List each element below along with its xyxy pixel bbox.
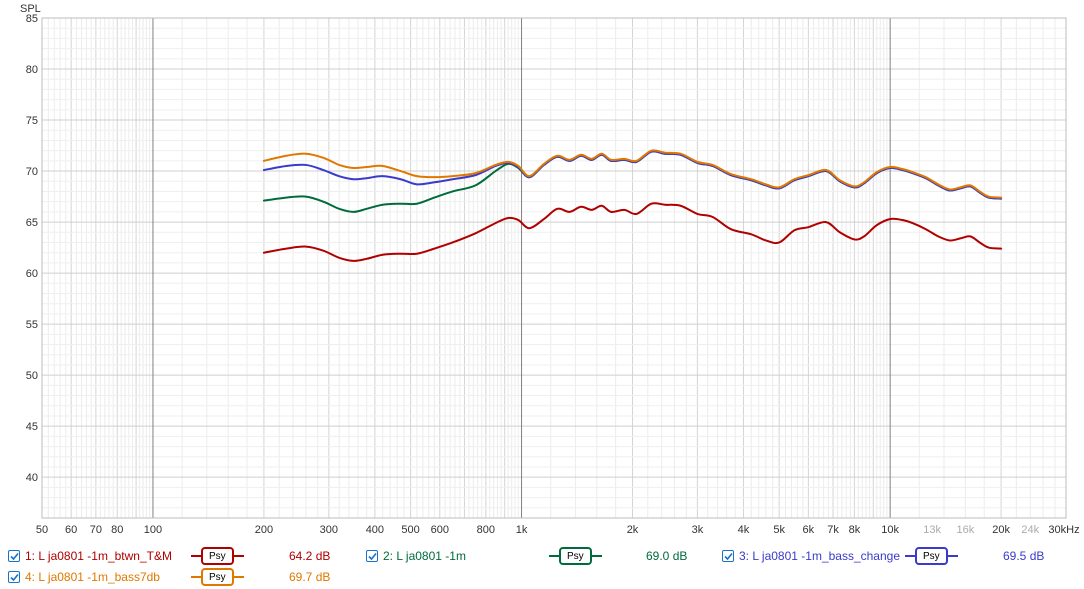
series-name: 4: L ja0801 -1m_bass7db [25,570,160,584]
legend-item: 3: L ja0801 -1m_bass_change [722,546,900,566]
checkmark-icon [723,552,733,560]
legend-item: 4: L ja0801 -1m_bass7db [8,567,160,587]
y-tick-label: 80 [26,64,38,76]
x-tick-label: 3k [692,524,704,536]
x-axis-ticks: 50 60 70 80 100 200 300 400 500 600 800 1k 2k 3k 4k 5k 6… [36,524,1080,536]
x-tick-label: 5k [773,524,785,536]
psy-label: Psy [201,568,234,586]
y-tick-label: 85 [26,13,38,25]
x-tick-label: 500 [401,524,419,536]
x-tick-label: 600 [431,524,449,536]
series-value: 69.7 dB [289,570,331,584]
y-axis-label: SPL [20,3,41,15]
legend-item: 1: L ja0801 -1m_btwn_T&M [8,546,172,566]
psy-button[interactable]: Psy [191,546,244,566]
y-axis-ticks: 40 45 50 55 60 65 70 75 80 85 [26,13,38,484]
psy-button[interactable]: Psy [549,546,602,566]
series-line [262,149,1003,199]
y-tick-label: 50 [26,370,38,382]
series-name: 2: L ja0801 -1m [383,549,466,563]
x-tick-label: 16k [956,524,974,536]
x-tick-label: 4k [738,524,750,536]
x-tick-label: 30kHz [1048,524,1079,536]
x-tick-label: 24k [1021,524,1039,536]
y-tick-label: 70 [26,166,38,178]
series-value: 69.5 dB [1003,549,1045,563]
x-tick-label: 8k [849,524,861,536]
x-tick-label: 1k [516,524,528,536]
x-tick-label: 60 [65,524,77,536]
y-tick-label: 40 [26,472,38,484]
x-tick-label: 50 [36,524,48,536]
y-tick-label: 60 [26,268,38,280]
x-tick-label: 20k [992,524,1010,536]
x-tick-label: 100 [144,524,162,536]
x-tick-label: 300 [320,524,338,536]
x-tick-label: 800 [477,524,495,536]
series-checkbox[interactable] [366,550,378,562]
plot-area [42,18,1066,518]
psy-button[interactable]: Psy [191,567,244,587]
x-tick-label: 6k [803,524,815,536]
minor-grid [42,17,1066,519]
series-name: 3: L ja0801 -1m_bass_change [739,549,901,563]
y-tick-label: 65 [26,217,38,229]
x-tick-label: 80 [111,524,123,536]
series-layer [262,149,1003,262]
x-tick-label: 7k [827,524,839,536]
y-tick-label: 75 [26,115,38,127]
x-tick-label: 400 [366,524,384,536]
series-name: 1: L ja0801 -1m_btwn_T&M [25,549,172,563]
plot-frame [41,17,1067,519]
x-tick-label: 200 [255,524,273,536]
psy-label: Psy [559,547,592,565]
series-checkbox[interactable] [8,571,20,583]
checkmark-icon [9,552,19,560]
psy-button[interactable]: Psy [905,546,958,566]
checkmark-icon [9,573,19,581]
legend: 1: L ja0801 -1m_btwn_T&M Psy 64.2 dB 2: … [0,544,1084,589]
y-tick-label: 55 [26,319,38,331]
series-value: 69.0 dB [646,549,688,563]
series-checkbox[interactable] [722,550,734,562]
x-tick-label: 70 [90,524,102,536]
y-tick-label: 45 [26,421,38,433]
series-line [262,202,1003,262]
psy-label: Psy [915,547,948,565]
major-grid [152,18,891,518]
x-tick-label: 10k [881,524,899,536]
x-tick-label: 13k [923,524,941,536]
frequency-response-chart: 40 45 50 55 60 65 70 75 80 85 50 60 70 80 100 200 300 40… [20,3,1080,536]
series-checkbox[interactable] [8,550,20,562]
checkmark-icon [367,552,377,560]
legend-item: 2: L ja0801 -1m [366,546,466,566]
psy-label: Psy [201,547,234,565]
series-value: 64.2 dB [289,549,331,563]
x-tick-label: 2k [627,524,639,536]
